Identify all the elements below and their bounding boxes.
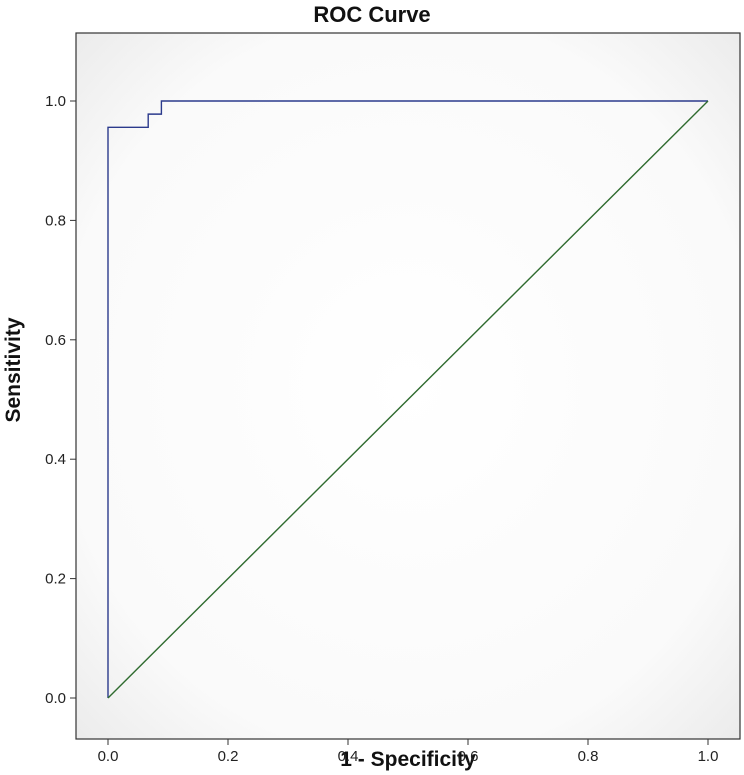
y-tick-label: 0.0 (45, 690, 66, 707)
y-axis-ticks: 0.0 0.2 0.4 0.6 0.8 1.0 (45, 93, 76, 707)
x-axis-ticks: 0.0 0.2 0.4 0.6 0.8 1.0 (98, 739, 719, 765)
plot-area (75, 32, 741, 740)
y-tick-label: 1.0 (45, 93, 66, 110)
roc-curve-line (107, 100, 708, 698)
x-tick-label: 1.0 (698, 748, 719, 765)
x-tick-label: 0.6 (458, 748, 479, 765)
chart-title: ROC Curve (313, 2, 430, 27)
y-tick-label: 0.4 (45, 451, 66, 468)
y-tick-label: 0.8 (45, 212, 66, 229)
y-axis-label: Sensitivity (2, 317, 25, 422)
x-tick-label: 0.0 (98, 748, 119, 765)
x-tick-label: 0.2 (218, 748, 239, 765)
reference-diagonal-line (107, 100, 709, 699)
x-tick-label: 0.4 (338, 748, 359, 765)
series-layer (107, 100, 709, 699)
x-axis-label: 1 - Specificity (340, 748, 476, 771)
x-tick-label: 0.8 (578, 748, 599, 765)
y-tick-label: 0.6 (45, 332, 66, 349)
y-tick-label: 0.2 (45, 571, 66, 588)
